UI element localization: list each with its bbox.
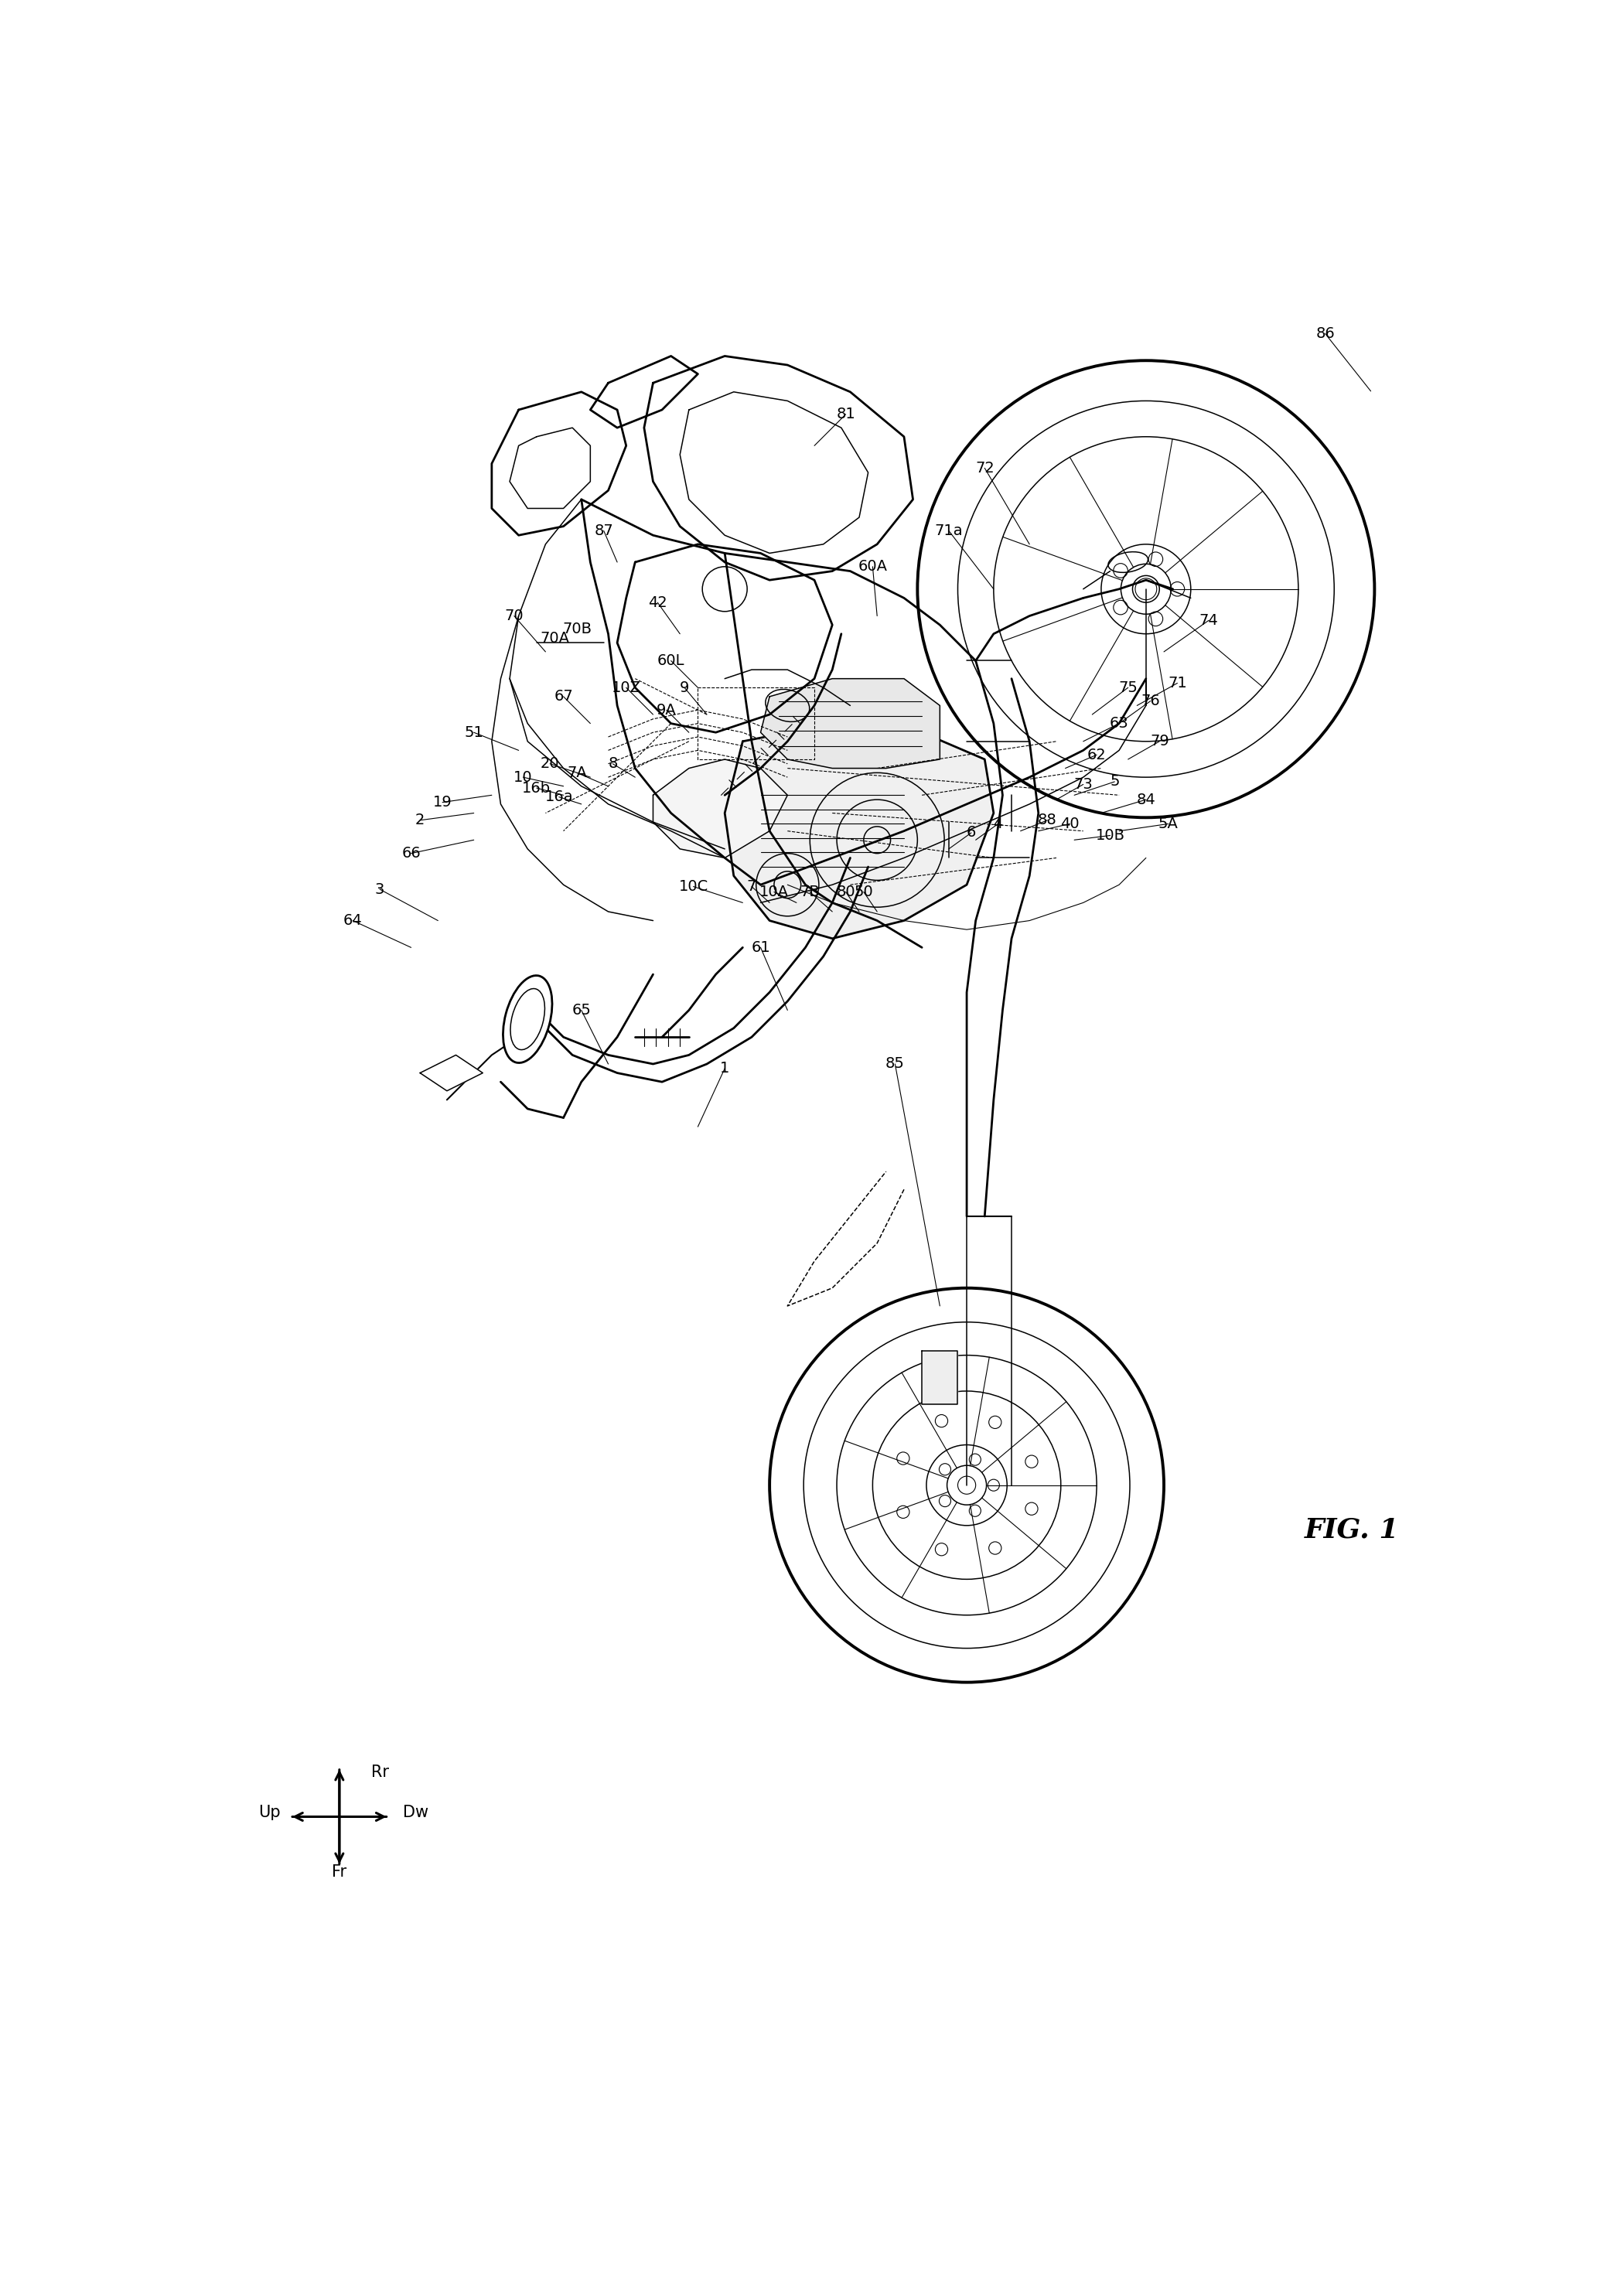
Ellipse shape	[503, 975, 552, 1063]
Text: 20: 20	[541, 757, 560, 771]
Text: 75: 75	[1119, 679, 1138, 695]
Text: 3: 3	[375, 881, 385, 897]
Text: 19: 19	[434, 794, 451, 810]
Text: 80: 80	[836, 884, 856, 900]
Text: 5: 5	[1109, 773, 1119, 789]
Text: 10B: 10B	[1096, 828, 1125, 842]
Polygon shape	[653, 760, 788, 858]
Text: 7: 7	[747, 879, 757, 893]
Polygon shape	[590, 356, 698, 427]
Text: 9A: 9A	[656, 702, 677, 718]
Text: 1: 1	[719, 1060, 729, 1076]
Text: 8: 8	[607, 757, 617, 771]
Text: 70: 70	[505, 608, 523, 624]
Text: 65: 65	[572, 1003, 591, 1017]
Text: 4: 4	[994, 817, 1004, 831]
Polygon shape	[645, 356, 913, 581]
Text: 87: 87	[594, 523, 614, 537]
Text: 61: 61	[750, 941, 770, 955]
Text: 7A: 7A	[567, 767, 586, 780]
Text: 16b: 16b	[523, 780, 551, 796]
Text: FIG. 1: FIG. 1	[1304, 1517, 1400, 1542]
Text: 81: 81	[836, 406, 856, 422]
Text: 50: 50	[854, 884, 874, 900]
Text: 10: 10	[513, 769, 533, 785]
Text: 68: 68	[541, 425, 560, 441]
Text: 67: 67	[554, 688, 573, 705]
Text: 7B: 7B	[801, 884, 820, 900]
Polygon shape	[421, 1056, 482, 1090]
Text: 71a: 71a	[935, 523, 963, 537]
Text: 62: 62	[1086, 748, 1106, 762]
Text: 84: 84	[1137, 792, 1156, 808]
Text: 73: 73	[1073, 778, 1093, 792]
Text: 60L: 60L	[658, 654, 685, 668]
Text: Rr: Rr	[370, 1765, 388, 1779]
Text: Up: Up	[258, 1804, 281, 1820]
Polygon shape	[492, 392, 627, 535]
Text: 10Z: 10Z	[612, 679, 641, 695]
Text: 66: 66	[401, 847, 421, 861]
Polygon shape	[760, 679, 940, 769]
Text: 51: 51	[464, 725, 484, 739]
Text: 42: 42	[648, 594, 667, 610]
Polygon shape	[724, 723, 994, 939]
Text: 72: 72	[974, 461, 994, 475]
Text: 76: 76	[1142, 693, 1160, 709]
Text: 70B: 70B	[562, 622, 591, 636]
Text: 6: 6	[966, 826, 976, 840]
Text: 5A: 5A	[1158, 817, 1179, 831]
Text: 79: 79	[1150, 734, 1169, 748]
Text: Fr: Fr	[331, 1864, 348, 1880]
Text: 63: 63	[1109, 716, 1129, 730]
Text: 2: 2	[416, 812, 425, 828]
Text: 74: 74	[1199, 613, 1218, 629]
Text: 60A: 60A	[857, 560, 887, 574]
Text: 16a: 16a	[544, 789, 573, 803]
Text: 71: 71	[1168, 675, 1187, 691]
Text: 9: 9	[679, 679, 689, 695]
Text: 64: 64	[343, 913, 362, 927]
Polygon shape	[922, 1352, 958, 1405]
Text: 10C: 10C	[679, 879, 708, 893]
Text: 70A: 70A	[539, 631, 568, 645]
Text: 86: 86	[1315, 326, 1335, 342]
Text: 40: 40	[1060, 817, 1080, 831]
Text: 88: 88	[1038, 812, 1057, 828]
Text: Dw: Dw	[403, 1804, 429, 1820]
Text: 85: 85	[885, 1056, 905, 1072]
Polygon shape	[617, 544, 831, 732]
Text: 10A: 10A	[760, 884, 789, 900]
